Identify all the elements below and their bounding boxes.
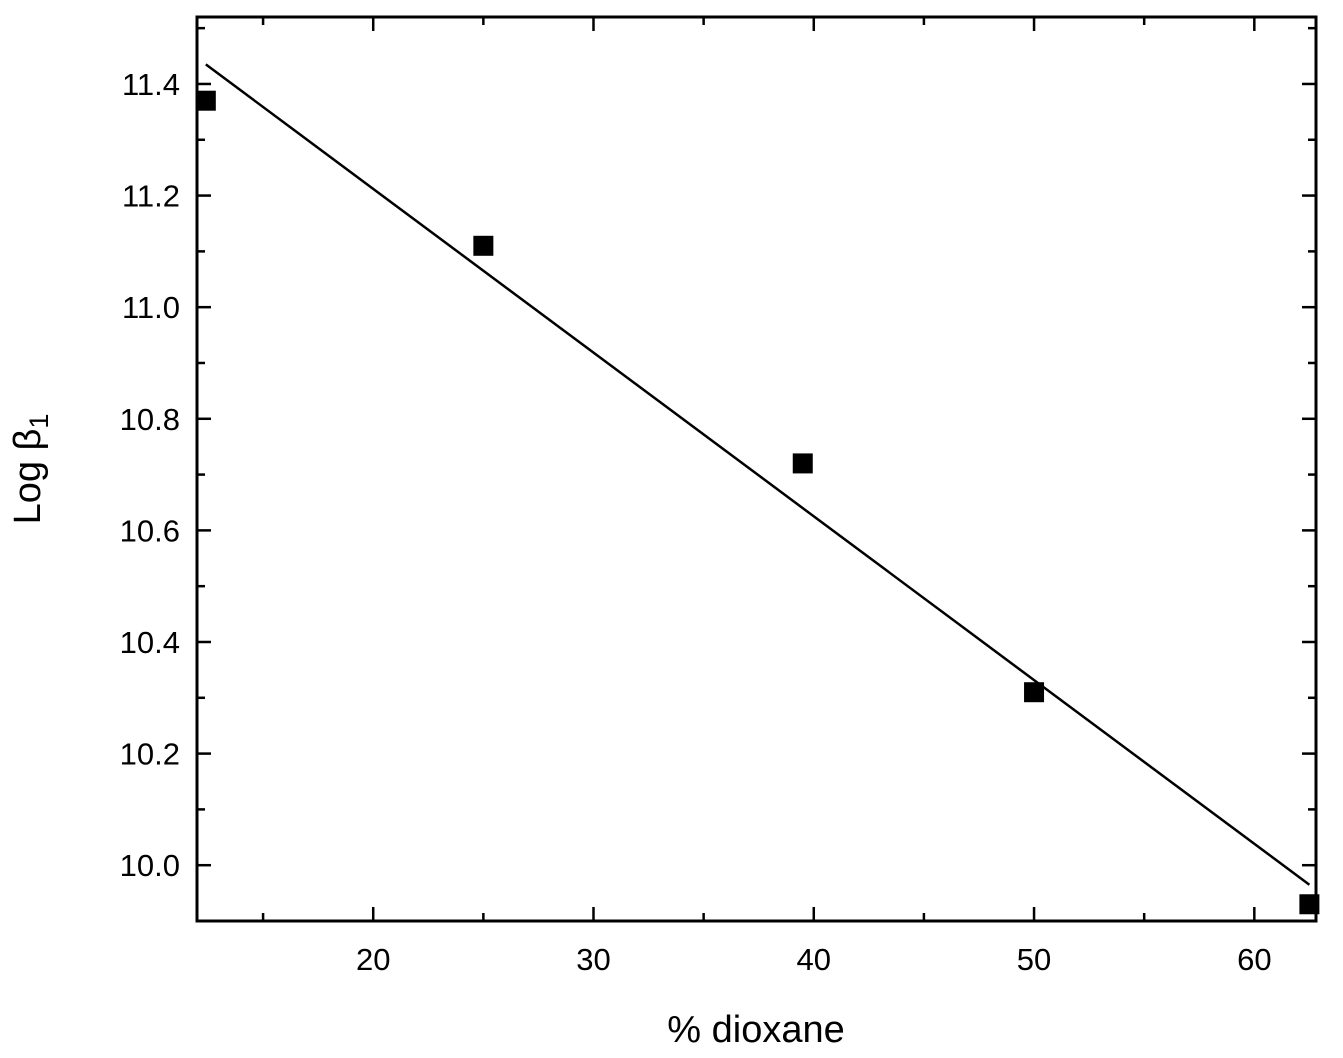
- data-point: [1299, 894, 1320, 915]
- y-tick-label: 11.4: [122, 67, 180, 102]
- x-tick-label: 50: [1017, 942, 1051, 977]
- data-points: [195, 90, 1320, 915]
- x-tick-label: 30: [576, 942, 610, 977]
- y-tick-label: 10.2: [120, 737, 180, 772]
- y-tick-label: 11.0: [122, 290, 180, 325]
- x-axis-title: % dioxane: [667, 1009, 844, 1051]
- x-tick-label: 60: [1237, 942, 1271, 977]
- data-point: [1024, 682, 1045, 703]
- y-axis-title-main: Log β: [7, 429, 49, 525]
- y-tick-label: 11.2: [122, 179, 180, 214]
- y-tick-label: 10.6: [120, 513, 180, 548]
- y-axis-title-subscript: 1: [24, 414, 54, 429]
- data-point: [473, 235, 494, 256]
- y-tick-label: 10.4: [120, 625, 180, 660]
- y-tick-label: 10.8: [120, 402, 180, 437]
- axis-ticks: [197, 17, 1316, 921]
- y-tick-label: 10.0: [120, 848, 180, 883]
- data-point: [792, 453, 813, 474]
- x-tick-label: 40: [797, 942, 831, 977]
- data-point: [195, 90, 216, 111]
- fit-line: [205, 63, 1311, 886]
- tick-labels: 20 30 40 50 60 10.0 10.2 10.4 10.6 10.8 11.0 11.2 11…: [120, 67, 1272, 977]
- x-tick-label: 20: [356, 942, 390, 977]
- plot-frame: [195, 15, 1318, 923]
- y-axis-title: Log β1: [7, 414, 54, 525]
- fit-line-group: [205, 63, 1311, 886]
